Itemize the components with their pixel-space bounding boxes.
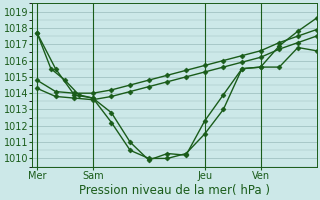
- X-axis label: Pression niveau de la mer( hPa ): Pression niveau de la mer( hPa ): [79, 184, 270, 197]
